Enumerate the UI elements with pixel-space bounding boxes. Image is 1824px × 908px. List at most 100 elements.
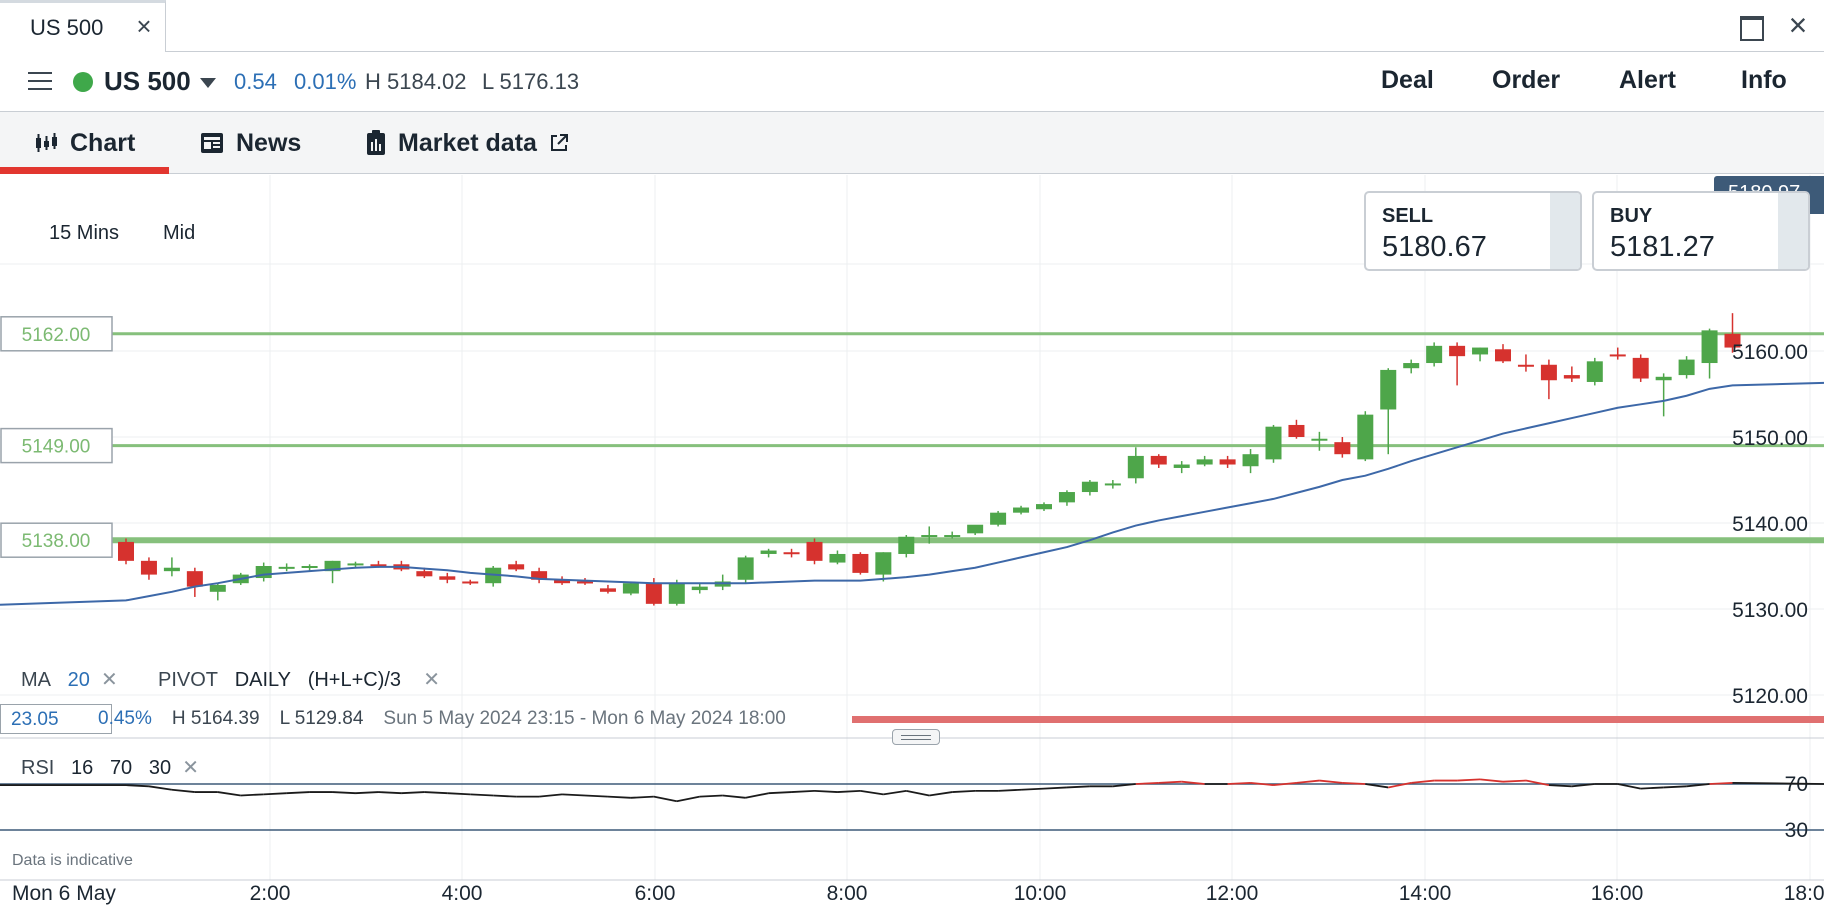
rsi-segment-6 [263,792,287,796]
rsi-segment-23 [653,795,677,803]
rsi-legend: RSI 16 70 30 ✕ [21,755,199,780]
close-window-icon[interactable]: × [1788,7,1808,43]
info-button[interactable]: Info [1741,66,1787,94]
price-tick-2: 5140.00 [1732,513,1808,536]
candle-body-47 [1196,459,1213,465]
content-tabs: Chart News Market data [0,112,1824,174]
rsi-period[interactable]: 16 [71,757,94,779]
stats-percent: 0.45% [98,708,152,729]
tab-chart[interactable]: Chart [0,112,170,174]
stats-range: Sun 5 May 2024 23:15 - Mon 6 May 2024 18… [383,708,786,729]
candle-body-54 [1357,414,1374,460]
sell-price: 5180.67 [1382,231,1487,263]
pivot-label-0: 5162.00 [22,325,91,346]
buy-side-strip [1778,193,1808,269]
pivot-label-box-2 [0,522,113,558]
candle-body-43 [1104,483,1121,486]
tab-news[interactable]: News [200,112,301,174]
pivot-label-box-1 [0,427,113,464]
pivot-remove-icon[interactable]: ✕ [423,669,441,691]
instrument-name[interactable]: US 500 [104,66,191,96]
sell-button[interactable]: SELL 5180.67 [1364,191,1582,271]
ma-period[interactable]: 20 [67,669,90,691]
candle-68 [1678,356,1695,379]
rsi-segment-48 [1227,781,1251,785]
candle-17 [508,560,525,572]
candle-body-59 [1472,347,1489,355]
deal-button[interactable]: Deal [1381,66,1434,94]
candle-51 [1288,419,1305,439]
candle-body-48 [1219,459,1236,465]
pivot-formula: (H+L+C)/3 [307,669,402,691]
ma-label: MA [21,669,51,691]
candle-body-69 [1701,330,1718,364]
panel-resize-handle[interactable] [892,729,940,745]
rsi-segment-16 [493,794,517,798]
candle-body-9 [324,560,341,572]
candle-18 [531,567,548,584]
price-change: 0.54 [234,69,277,94]
candle-body-32 [852,553,869,573]
price-tick-4: 5160.00 [1732,341,1808,364]
candle-6 [255,562,272,582]
rsi-remove-icon[interactable]: ✕ [182,757,199,779]
candle-body-57 [1426,345,1443,364]
candle-52 [1311,431,1328,451]
candle-27 [737,555,754,584]
candle-body-20 [577,581,593,584]
candle-62 [1540,359,1557,400]
candle-50 [1265,424,1282,463]
rsi-segment-15 [470,793,494,797]
candle-body-13 [416,571,433,577]
rsi-lower[interactable]: 30 [148,757,172,779]
candle-body-39 [1013,507,1030,513]
window-tab-us500[interactable]: US 500 [0,0,166,52]
candle-21 [599,584,616,594]
chevron-down-icon[interactable] [200,78,216,88]
candle-3 [186,567,203,597]
candle-body-34 [898,536,915,554]
candle-0 [118,538,134,565]
candle-43 [1104,480,1121,489]
rsi-segment-29 [791,790,815,793]
candle-29 [783,548,800,558]
candle-28 [760,548,777,558]
candle-body-62 [1540,364,1557,381]
hamburger-menu-icon[interactable] [28,69,52,93]
rsi-segment-28 [768,791,792,795]
tab-chart-label: Chart [70,128,136,157]
candle-body-11 [370,564,387,567]
price-chart[interactable]: 5162.00 5149.00 5138.00 5120.00 5130.00 5140… [0,175,1824,908]
alert-button[interactable]: Alert [1619,66,1676,94]
rsi-segment-5 [240,793,264,797]
pivot-period[interactable]: DAILY [234,669,292,691]
candle-body-68 [1678,359,1695,376]
candle-7 [278,563,295,572]
order-button[interactable]: Order [1492,66,1561,94]
buy-button[interactable]: BUY 5181.27 [1592,191,1810,271]
candle-40 [1036,502,1052,511]
pivot-label-box-0 [0,316,113,352]
candle-48 [1219,455,1236,468]
newspaper-icon [201,133,223,153]
ma-line [0,381,1824,606]
candle-body-1 [140,560,157,575]
maximize-icon[interactable] [1736,12,1764,41]
timeframe-selector[interactable]: 15 Mins [49,222,120,244]
price-type-selector[interactable]: Mid [163,222,196,244]
rsi-segment-0 [125,784,149,788]
buy-label: BUY [1610,205,1653,227]
tab-market-data[interactable]: Market data [366,112,569,174]
sell-label: SELL [1382,205,1434,227]
candle-58 [1449,342,1466,386]
price-tick-1: 5130.00 [1732,599,1808,622]
tab-close-icon[interactable]: × [136,11,152,41]
ma-remove-icon[interactable]: ✕ [101,669,118,691]
rsi-segment-66 [1640,786,1664,790]
sell-side-strip [1550,193,1580,269]
candle-body-2 [163,567,180,572]
rsi-upper[interactable]: 70 [109,757,133,779]
candle-body-67 [1655,376,1672,381]
candle-body-53 [1334,442,1351,455]
